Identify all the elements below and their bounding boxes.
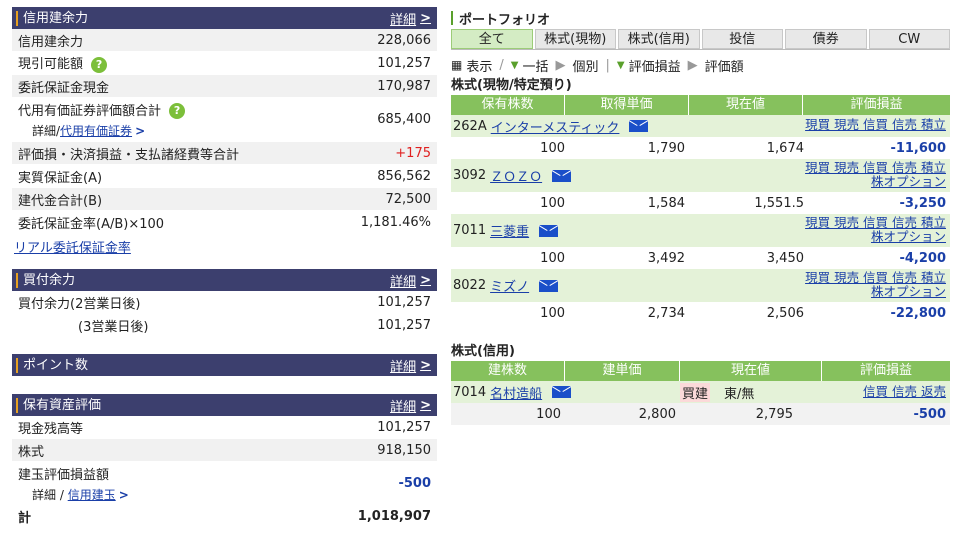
mail-icon[interactable] [629,120,649,132]
credit-capacity-header: 信用建余力 詳細 > [12,7,437,29]
stock-name-link[interactable]: インターメスティック [490,120,620,136]
stock-values-row: 100 1,584 1,551.5 -3,250 [451,192,950,214]
mail-icon[interactable] [552,386,572,398]
buying-power-row: (3営業日後) 101,257 [12,314,437,337]
credit-row: 建代金合計(B) 72,500 [12,188,437,211]
portfolio-tabs: 全て 株式(現物) 株式(信用) 投信 債券 CW [451,29,950,50]
stock-values-row: 100 2,734 2,506 -22,800 [451,302,950,324]
substitute-securities-link[interactable]: 代用有価証券 [60,124,133,139]
position-side-badge: 買建 [680,382,711,402]
buying-power-header: 買付余力 詳細 > [12,269,437,291]
assets-header: 保有資産評価 詳細 > [12,394,437,416]
triangle-down-icon: ▼ [616,59,625,71]
trade-links[interactable]: 現買 現売 信買 信売 積立 [805,270,946,285]
cash-table-header: 保有株数 取得単価 現在値 評価損益 [451,95,950,115]
stock-name-link[interactable]: ミズノ [490,280,530,295]
tab-bonds[interactable]: 債券 [785,29,867,49]
tab-funds[interactable]: 投信 [701,29,783,49]
chevron-right-icon: > [420,397,431,413]
trade-links[interactable]: 現買 現売 信買 信売 積立 [805,160,946,175]
margin-stock-row: 7014 名村造船 買建 東/無 信買 信売 返売 [451,381,950,403]
tab-all[interactable]: 全て [451,29,533,49]
asset-row: 建玉評価損益額 詳細 / 信用建玉 > -500 [12,462,437,506]
stock-row: 262A インターメスティック 現買 現売 信買 信売 積立 [451,115,950,137]
assets-total-row: 計 1,018,907 [12,506,437,528]
stock-values-row: 100 3,492 3,450 -4,200 [451,247,950,269]
help-icon[interactable]: ? [169,103,186,120]
margin-stock-heading: 株式(信用) [451,344,515,359]
stock-values-row: 100 1,790 1,674 -11,600 [451,137,950,159]
margin-values-row: 100 2,800 2,795 -500 [451,403,950,425]
credit-row: 代用有価証券評価額合計? 詳細/代用有価証券 > 685,400 [12,98,437,142]
credit-row: 現引可能額? 101,257 [12,52,437,75]
valuation-toggle[interactable]: 評価額 [704,59,744,75]
asset-row: 株式 918,150 [12,439,437,462]
assets-detail-link[interactable]: 詳細 > [390,397,431,415]
portfolio-panel: ポートフォリオ 全て 株式(現物) 株式(信用) 投信 債券 CW ▦ 表示 /… [451,7,950,425]
points-header: ポイント数 詳細 > [12,354,437,376]
trade-links[interactable]: 現買 現売 信買 信売 積立 [805,117,946,132]
portfolio-title: ポートフォリオ [451,7,950,29]
stock-name-link[interactable]: ＺＯＺＯ [490,170,543,185]
bulk-toggle[interactable]: 一括 [522,59,549,75]
stock-row: 3092 ＺＯＺＯ 現買 現売 信買 信売 積立 株オプション [451,159,950,192]
mail-icon[interactable] [539,279,559,292]
pnl-toggle[interactable]: 評価損益 [628,59,681,75]
credit-capacity-title: 信用建余力 [16,10,88,26]
display-controls: ▦ 表示 / ▼ 一括 ▶ 個別 | ▼ 評価損益 ▶ 評価額 [451,57,744,75]
tab-cw[interactable]: CW [868,29,950,49]
mail-icon[interactable] [552,169,572,182]
mail-icon[interactable] [539,224,559,237]
margin-position-link[interactable]: 信用建玉 [67,488,116,502]
grid-icon: ▦ [451,58,463,72]
asset-row: 現金残高等 101,257 [12,416,437,439]
stock-option-link[interactable]: 株オプション [870,284,946,299]
credit-row: 委託保証金現金 170,987 [12,75,437,98]
credit-row: 信用建余力 228,066 [12,29,437,52]
credit-row: 評価損・決済損益・支払諸経費等合計 +175 [12,142,437,165]
individual-toggle[interactable]: 個別 [572,59,599,75]
left-panel: 信用建余力 詳細 > 信用建余力 228,066 現引可能額? 101,257 委託保… [12,7,437,528]
stock-name-link[interactable]: 三菱重 [490,225,530,240]
triangle-down-icon: ▼ [510,59,519,71]
points-detail-link[interactable]: 詳細 > [390,357,431,375]
credit-row: 委託保証金率(A/B)×100 1,181.46% [12,211,437,234]
cash-stock-heading: 株式(現物/特定預り) [451,78,572,93]
tab-stock-margin[interactable]: 株式(信用) [618,29,700,49]
stock-row: 7011 三菱重 現買 現売 信買 信売 積立 株オプション [451,214,950,247]
tab-stock-cash[interactable]: 株式(現物) [534,29,616,49]
chevron-right-icon: > [420,357,431,373]
real-margin-rate-link[interactable]: リアル委託保証金率 [14,241,131,256]
stock-name-link[interactable]: 名村造船 [490,386,543,402]
chevron-right-icon: > [420,10,431,26]
margin-table-header: 建株数 建単価 現在値 評価損益 [451,361,950,381]
stock-row: 8022 ミズノ 現買 現売 信買 信売 積立 株オプション [451,269,950,302]
stock-option-link[interactable]: 株オプション [870,174,946,189]
chevron-right-icon: > [420,272,431,288]
trade-links[interactable]: 信買 信売 返売 [863,384,946,399]
trade-links[interactable]: 現買 現売 信買 信売 積立 [805,215,946,230]
stock-option-link[interactable]: 株オプション [870,229,946,244]
buying-power-row: 買付余力(2営業日後) 101,257 [12,291,437,314]
buying-power-detail-link[interactable]: 詳細 > [390,272,431,290]
help-icon[interactable]: ? [91,56,108,73]
credit-row: 実質保証金(A) 856,562 [12,165,437,188]
credit-capacity-detail-link[interactable]: 詳細 > [390,10,431,28]
